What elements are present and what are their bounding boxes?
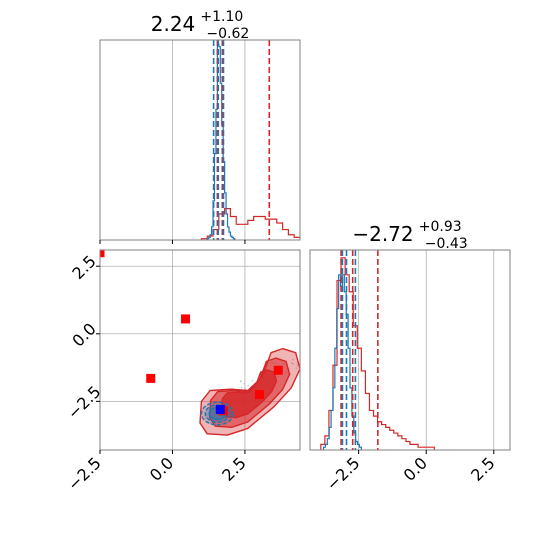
joint-panel: −2.5 0.0 2.5 −2.5 0.0 2.5 [64,249,306,494]
joint-panel-content [100,250,306,436]
sample-point [240,386,243,389]
title-param2-minus: −0.43 [425,236,468,252]
sample-point [292,362,294,365]
sample-point [291,358,294,361]
title-param1-plus: +1.10 [200,9,243,25]
sample-point [239,380,242,383]
sample-point [304,349,306,351]
title-param1-minus: −0.62 [206,26,249,42]
sample-point [296,364,299,367]
x-tick-label-param2: 0.0 [400,453,431,484]
sample-point [209,421,211,424]
sample-point [244,388,247,390]
x-tick-label-param2: 2.5 [467,453,498,484]
histogram-red-param2 [320,257,435,450]
sample-point [204,417,207,419]
sample-point [301,363,303,365]
marginal-panel-param1 [99,39,301,244]
axes-frame-param2 [309,249,511,451]
marginal-param2-content [320,250,435,450]
x-tick-label-param1: 0.0 [146,453,177,484]
marginal-panel-param2: −2.5 0.0 2.5 [309,249,511,494]
marker-red [146,373,156,383]
title-param2-median: −2.72 [352,222,413,246]
sample-point [205,413,208,415]
title-param1-median: 2.24 [151,12,196,36]
axes-frame-param1 [99,39,301,241]
title-param2-plus: +0.93 [419,219,462,235]
sample-point [301,348,303,350]
marker-red [181,314,191,324]
x-tick-label-param1: 2.5 [218,453,249,484]
sample-point [247,384,249,387]
y-tick-label-param2: −2.5 [64,382,105,423]
histogram-blue-param1 [206,43,236,240]
y-tick-label-param2: 2.5 [68,252,99,283]
contour-red-3 [220,369,278,419]
x-tick-label-param2: −2.5 [323,453,364,494]
axes-frame-joint [99,249,301,451]
marker-blue [215,404,225,414]
title-param2: −2.72 +0.93 −0.43 [352,216,467,252]
marker-red [100,250,105,258]
sample-point [295,367,298,369]
y-tick-label-param2: 0.0 [68,319,99,350]
sample-point [243,382,246,385]
sample-point [290,362,293,364]
marker-red [273,365,283,375]
x-tick-label-param1: −2.5 [64,453,105,494]
title-param1: 2.24 +1.10 −0.62 [151,6,250,42]
sample-point [251,379,253,382]
marginal-param1-content [200,40,300,240]
marker-red [254,390,264,400]
